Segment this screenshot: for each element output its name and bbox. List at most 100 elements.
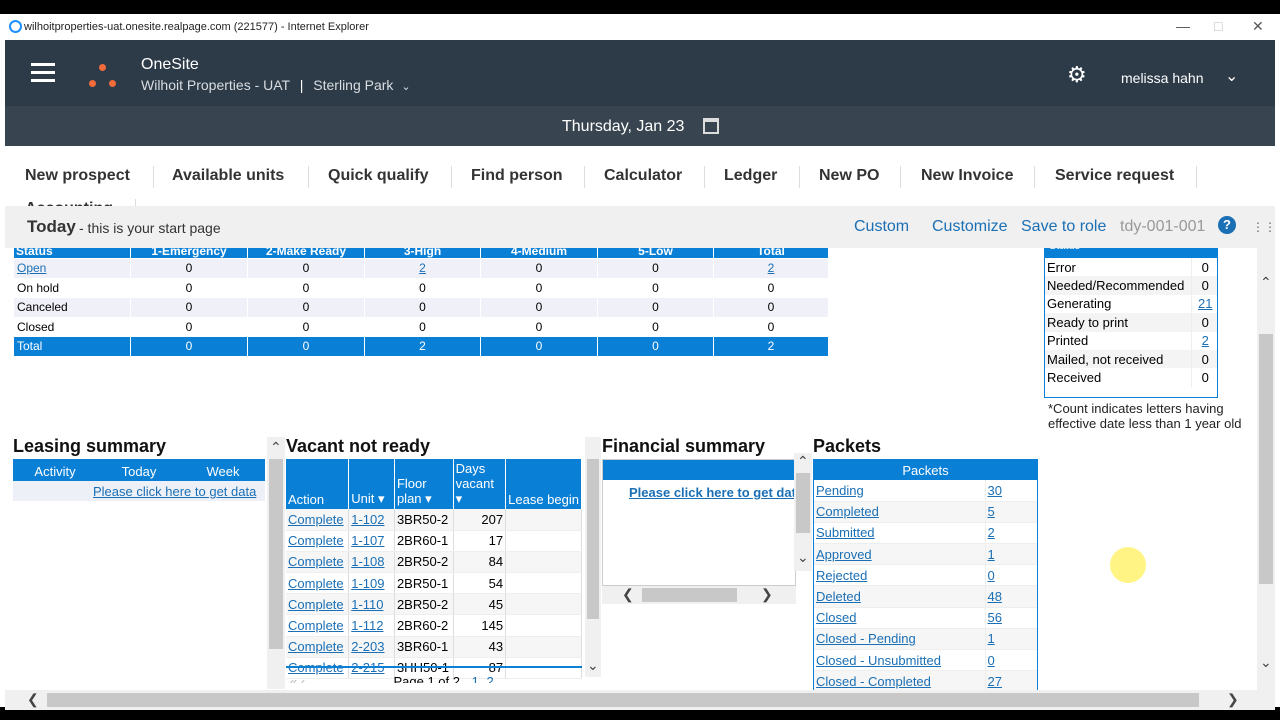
customize-link[interactable]: Customize xyxy=(932,218,1008,235)
scroll-left-icon[interactable]: ❮ xyxy=(622,586,634,602)
save-to-role-link[interactable]: Save to role xyxy=(1021,218,1107,235)
packet-status-link[interactable]: Pending xyxy=(816,482,864,498)
scroll-down-icon[interactable]: ⌄ xyxy=(1260,654,1272,670)
property-name: Sterling Park xyxy=(313,77,394,93)
page-horizontal-scrollbar[interactable]: ❮ ❯ xyxy=(5,690,1275,710)
drag-handle-icon[interactable]: ⋮⋮ xyxy=(1252,220,1276,234)
complete-link[interactable]: Complete xyxy=(288,575,344,591)
table-row: Closed 0 0 0 0 0 0 xyxy=(13,316,829,337)
table-row: Closed - Unsubmitted 0 xyxy=(814,649,1037,672)
packet-status-link[interactable]: Approved xyxy=(816,546,872,562)
complete-link[interactable]: Complete xyxy=(288,511,344,527)
nav-quick-qualify[interactable]: Quick qualify xyxy=(328,167,429,184)
col-header-label: Days vacant xyxy=(455,461,494,491)
unit-link[interactable]: 1-109 xyxy=(351,575,385,591)
packet-count-link[interactable]: 56 xyxy=(987,610,1002,626)
col-header[interactable]: Floor plan ▾ xyxy=(394,459,454,509)
financial-scrollbar[interactable]: ⌃ ⌄ xyxy=(794,453,812,571)
help-icon[interactable]: ? xyxy=(1218,216,1236,234)
nav-service-request[interactable]: Service request xyxy=(1055,167,1175,184)
nav-available-units[interactable]: Available units xyxy=(172,167,285,184)
packet-count-link[interactable]: 1 xyxy=(987,546,995,562)
nav-calculator[interactable]: Calculator xyxy=(604,167,683,184)
packet-count-link[interactable]: 27 xyxy=(987,673,1002,689)
unit-link[interactable]: 1-108 xyxy=(351,554,385,570)
packet-count-link[interactable]: 5 xyxy=(987,504,995,520)
packet-count-link[interactable]: 30 xyxy=(987,482,1002,498)
packet-count-link[interactable]: 1 xyxy=(987,631,995,647)
packet-status-link[interactable]: Deleted xyxy=(816,589,861,605)
complete-link[interactable]: Complete xyxy=(288,596,344,612)
packet-count-link[interactable]: 0 xyxy=(987,652,995,668)
nav-new-po[interactable]: New PO xyxy=(819,167,880,184)
packet-count-link[interactable]: 48 xyxy=(987,589,1002,605)
printed-link[interactable]: 2 xyxy=(1201,333,1209,349)
close-icon[interactable]: ✕ xyxy=(1252,18,1264,34)
leasing-scrollbar[interactable]: ⌃ xyxy=(267,437,285,689)
nav-new-invoice[interactable]: New Invoice xyxy=(921,167,1014,184)
user-chevron-down-icon[interactable]: ⌄ xyxy=(1225,68,1239,85)
packet-count-link[interactable]: 0 xyxy=(987,567,995,583)
cell: 0 xyxy=(364,277,481,298)
property-selector[interactable]: Wilhoit Properties - UAT | Sterling Park… xyxy=(141,77,411,93)
open-link[interactable]: Open xyxy=(17,261,47,276)
cell: 0 xyxy=(247,297,365,318)
gear-icon[interactable]: ⚙ xyxy=(1067,62,1087,87)
unit-link[interactable]: 1-112 xyxy=(351,618,384,634)
packet-status-link[interactable]: Completed xyxy=(816,504,879,520)
maximize-icon[interactable]: □ xyxy=(1214,18,1223,34)
page-link[interactable]: 2 xyxy=(486,674,494,683)
complete-link[interactable]: Complete xyxy=(288,639,344,655)
cell: 0 xyxy=(247,336,365,357)
generating-link[interactable]: 21 xyxy=(1198,296,1213,312)
unit-link[interactable]: 1-102 xyxy=(351,511,385,527)
menu-icon[interactable] xyxy=(31,63,55,83)
scroll-down-icon[interactable]: ⌄ xyxy=(587,657,599,673)
calendar-icon[interactable] xyxy=(703,118,719,134)
col-header[interactable]: Unit ▾ xyxy=(348,459,395,509)
minimize-icon[interactable]: — xyxy=(1176,18,1190,34)
open-total-link[interactable]: 2 xyxy=(767,261,775,276)
financial-hscrollbar[interactable]: ❮ ❯ xyxy=(602,586,796,604)
table-row: Complete 1-109 2BR50-1 54 xyxy=(286,572,582,595)
user-name[interactable]: melissa hahn xyxy=(1121,70,1204,86)
scroll-thumb[interactable] xyxy=(1259,334,1273,584)
custom-link[interactable]: Custom xyxy=(854,218,910,235)
scroll-thumb[interactable] xyxy=(47,693,1199,707)
scroll-up-icon[interactable]: ⌃ xyxy=(797,453,809,469)
complete-link[interactable]: Complete xyxy=(288,618,344,634)
cell: 0 xyxy=(130,258,248,279)
dashboard-content: Status 1-Emergency 2-Make Ready 3-High 4… xyxy=(5,248,1257,690)
scroll-down-icon[interactable]: ⌄ xyxy=(797,549,809,565)
nav-ledger[interactable]: Ledger xyxy=(724,167,778,184)
open-high-link[interactable]: 2 xyxy=(419,261,426,276)
nav-new-prospect[interactable]: New prospect xyxy=(25,167,130,184)
scroll-right-icon[interactable]: ❯ xyxy=(1227,691,1239,707)
financial-get-data-link[interactable]: Please click here to get dat xyxy=(629,485,795,500)
packet-status-link[interactable]: Closed xyxy=(816,610,857,626)
packet-status-link[interactable]: Rejected xyxy=(816,567,868,583)
vacant-scrollbar[interactable]: ⌄ xyxy=(585,437,601,677)
unit-link[interactable]: 2-203 xyxy=(351,639,385,655)
current-date: Thursday, Jan 23 xyxy=(562,118,685,135)
nav-find-person[interactable]: Find person xyxy=(471,167,563,184)
scroll-up-icon[interactable]: ⌃ xyxy=(1260,274,1272,290)
complete-link[interactable]: Complete xyxy=(288,533,344,549)
packet-status-link[interactable]: Closed - Completed xyxy=(816,673,931,689)
packet-status-link[interactable]: Closed - Pending xyxy=(816,631,916,647)
scroll-right-icon[interactable]: ❯ xyxy=(761,586,773,602)
packet-status-link[interactable]: Submitted xyxy=(816,525,875,541)
packet-status-link[interactable]: Closed - Unsubmitted xyxy=(816,652,941,668)
leasing-get-data-link[interactable]: Please click here to get data xyxy=(93,484,257,499)
scroll-up-icon[interactable]: ⌃ xyxy=(270,439,282,455)
packet-count-link[interactable]: 2 xyxy=(987,525,995,541)
scroll-left-icon[interactable]: ❮ xyxy=(27,691,39,707)
complete-link[interactable]: Complete xyxy=(288,554,344,570)
first-page-icon[interactable]: « ‹ xyxy=(290,674,306,683)
page-vertical-scrollbar[interactable]: ⌃ ⌄ xyxy=(1257,248,1275,690)
cell: 0 xyxy=(480,297,598,318)
page-link[interactable]: 1 xyxy=(471,674,479,683)
col-header[interactable]: Days vacant ▾ xyxy=(453,459,507,509)
unit-link[interactable]: 1-107 xyxy=(351,533,385,549)
unit-link[interactable]: 1-110 xyxy=(351,596,384,612)
